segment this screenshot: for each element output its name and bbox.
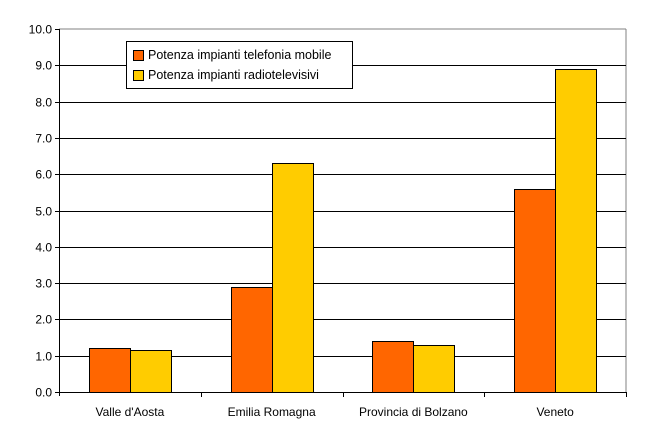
y-axis: 0.0 1.0 2.0 3.0 4.0 5.0 6.0 7.0 8.0 9.0 10.0 [29,23,60,400]
y-tick-label: 6.0 [35,168,52,182]
bar-mobile [372,341,414,393]
y-tick-label: 10.0 [29,23,53,37]
bar-mobile [514,189,556,393]
legend-label-mobile: Potenza impianti telefonia mobile [148,48,332,62]
bar-radiotv [555,69,597,393]
y-tick-label: 1.0 [35,350,52,364]
legend-item-radiotv: Potenza impianti radiotelevisivi [133,65,352,85]
legend-item-mobile: Potenza impianti telefonia mobile [133,45,352,65]
bars [89,69,597,393]
bar-mobile [231,287,273,393]
legend-swatch-radiotv-icon [133,69,144,81]
x-tick-label: Emilia Romagna [228,405,316,419]
y-tick-label: 4.0 [35,241,52,255]
y-tick-label: 3.0 [35,277,52,291]
x-axis: Valle d'Aosta Emilia Romagna Provincia di … [59,392,627,419]
y-tick-label: 2.0 [35,313,52,327]
y-tick-label: 0.0 [35,386,52,400]
y-tick-label: 7.0 [35,132,52,146]
bar-mobile [89,348,131,393]
x-tick-label: Provincia di Bolzano [359,405,468,419]
x-tick-label: Veneto [536,405,574,419]
x-tick-label: Valle d'Aosta [95,405,164,419]
legend-swatch-mobile-icon [133,49,144,61]
y-tick-label: 8.0 [35,96,52,110]
bar-radiotv [130,350,172,393]
legend-label-radiotv: Potenza impianti radiotelevisivi [148,68,319,82]
legend: Potenza impianti telefonia mobile Potenz… [126,41,353,89]
y-tick-label: 9.0 [35,59,52,73]
bar-radiotv [413,345,455,393]
bar-radiotv [272,163,314,393]
y-tick-label: 5.0 [35,205,52,219]
